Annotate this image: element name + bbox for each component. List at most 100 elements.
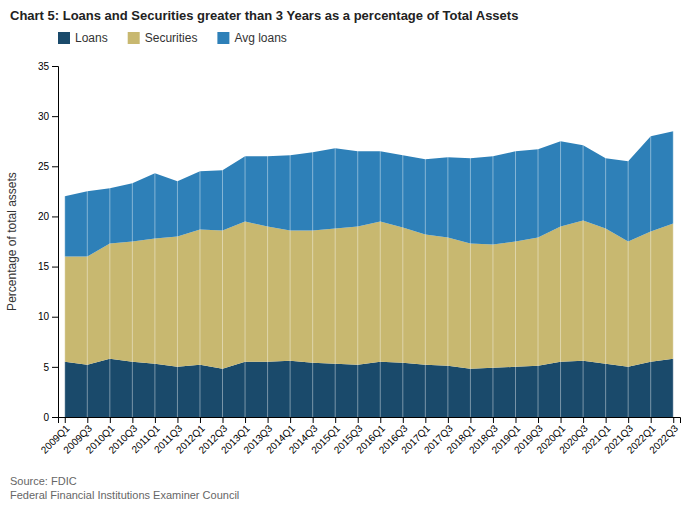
grid-line bbox=[132, 66, 133, 417]
grid-line bbox=[64, 66, 65, 417]
tick: 30 bbox=[38, 111, 58, 122]
tick: 20 bbox=[38, 211, 58, 222]
tick-mark bbox=[52, 267, 58, 268]
tick-label: 25 bbox=[38, 161, 50, 172]
tick: 10 bbox=[38, 311, 58, 322]
grid-line bbox=[605, 66, 606, 417]
annotation: Federal Financial Institutions Examiner … bbox=[10, 489, 239, 501]
grid-line bbox=[267, 66, 268, 417]
grid-line bbox=[492, 66, 493, 417]
tick-mark bbox=[223, 417, 224, 423]
tick-mark bbox=[52, 367, 58, 368]
tick-mark bbox=[493, 417, 494, 423]
tick-mark bbox=[87, 417, 88, 423]
tick-label: 0 bbox=[43, 412, 49, 423]
tick-mark bbox=[52, 66, 58, 67]
legend: Loans Securities Avg loans bbox=[58, 31, 287, 45]
grid-line bbox=[380, 66, 381, 417]
tick-mark bbox=[245, 417, 246, 423]
grid-line bbox=[425, 66, 426, 417]
grid-line bbox=[538, 66, 539, 417]
tick-label: 35 bbox=[38, 61, 50, 72]
legend-item: Securities bbox=[128, 31, 198, 45]
plot: 0 5 10 15 20 25 30 35 2009Q12009Q32010Q12010Q320… bbox=[38, 61, 681, 456]
grid-line bbox=[470, 66, 471, 417]
tick-mark bbox=[538, 417, 539, 423]
chart: Chart 5: Loans and Securities greater th… bbox=[0, 0, 700, 509]
tick-mark bbox=[628, 417, 629, 423]
grid-line bbox=[673, 66, 674, 417]
tick: 35 bbox=[38, 61, 58, 72]
tick-mark bbox=[52, 417, 58, 418]
legend-label: Securities bbox=[145, 31, 198, 45]
tick-mark bbox=[583, 417, 584, 423]
grid-line bbox=[154, 66, 155, 417]
tick-mark bbox=[155, 417, 156, 423]
y-axis-title: Percentage of total assets bbox=[5, 172, 19, 311]
tick-label: 5 bbox=[43, 362, 49, 373]
tick: 2022Q3 bbox=[647, 417, 680, 456]
grid-line bbox=[447, 66, 448, 417]
y-axis: 0 5 10 15 20 25 30 35 bbox=[38, 61, 59, 423]
area bbox=[65, 359, 673, 417]
grid-line bbox=[583, 66, 584, 417]
grid-line bbox=[87, 66, 88, 417]
tick-mark bbox=[380, 417, 381, 423]
tick-mark bbox=[268, 417, 269, 423]
legend-swatch bbox=[58, 32, 70, 44]
grid-line bbox=[357, 66, 358, 417]
tick-mark bbox=[313, 417, 314, 423]
grid-line bbox=[312, 66, 313, 417]
grid-line bbox=[177, 66, 178, 417]
legend-label: Avg loans bbox=[234, 31, 286, 45]
title: Chart 5: Loans and Securities greater th… bbox=[10, 8, 518, 23]
grid-line bbox=[245, 66, 246, 417]
legend-item: Avg loans bbox=[217, 31, 286, 45]
tick-mark bbox=[425, 417, 426, 423]
tick-label: 2022Q3 bbox=[647, 422, 680, 455]
tick-mark bbox=[177, 417, 178, 423]
grid-line bbox=[515, 66, 516, 417]
tick-mark bbox=[403, 417, 404, 423]
legend-item: Loans bbox=[58, 31, 108, 45]
tick-mark bbox=[110, 417, 111, 423]
tick-mark bbox=[673, 417, 674, 423]
tick: 25 bbox=[38, 161, 58, 172]
tick: 0 bbox=[43, 412, 58, 423]
tick: 5 bbox=[43, 362, 58, 373]
tick-mark bbox=[290, 417, 291, 423]
axis-line bbox=[59, 418, 681, 424]
tick-label: 20 bbox=[38, 211, 50, 222]
grid-line bbox=[402, 66, 403, 417]
tick-mark bbox=[335, 417, 336, 423]
tick: 15 bbox=[38, 261, 58, 272]
tick-mark bbox=[52, 216, 58, 217]
tick-label: 10 bbox=[38, 311, 50, 322]
grid-line bbox=[199, 66, 200, 417]
tick-mark bbox=[651, 417, 652, 423]
tick-mark bbox=[448, 417, 449, 423]
grid-line bbox=[650, 66, 651, 417]
tick-mark bbox=[606, 417, 607, 423]
axis-line bbox=[52, 67, 59, 418]
tick-mark bbox=[515, 417, 516, 423]
x-axis: 2009Q12009Q32010Q12010Q32011Q12011Q32012… bbox=[39, 417, 681, 456]
area bbox=[65, 220, 673, 368]
grid-line bbox=[109, 66, 110, 417]
tick-mark bbox=[65, 417, 66, 423]
area bbox=[65, 131, 673, 256]
grid-line bbox=[560, 66, 561, 417]
grid-line bbox=[628, 66, 629, 417]
tick-mark bbox=[52, 116, 58, 117]
annotation: Source: FDIC bbox=[10, 475, 77, 487]
tick-mark bbox=[561, 417, 562, 423]
legend-swatch bbox=[128, 32, 140, 44]
grid-line bbox=[335, 66, 336, 417]
tick-label: 30 bbox=[38, 111, 50, 122]
grid-line bbox=[290, 66, 291, 417]
tick-mark bbox=[52, 317, 58, 318]
tick-mark bbox=[52, 166, 58, 167]
legend-label: Loans bbox=[75, 31, 108, 45]
grid-line bbox=[222, 66, 223, 417]
marks bbox=[65, 66, 673, 417]
